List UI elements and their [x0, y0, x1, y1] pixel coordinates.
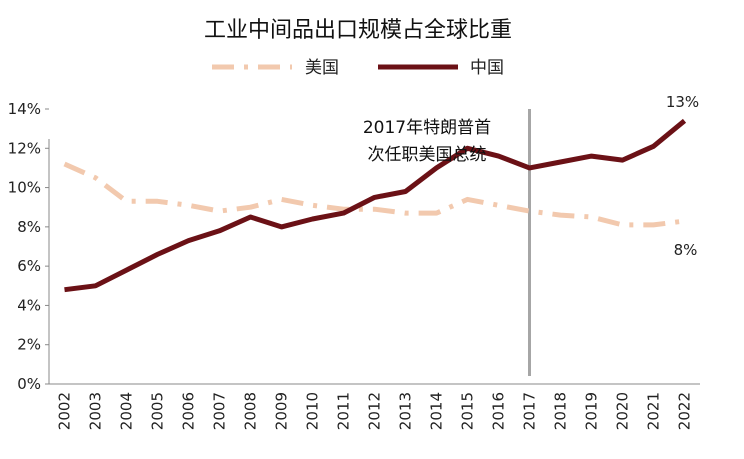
x-tick-label: 2010 — [304, 392, 322, 430]
x-tick-label: 2003 — [87, 392, 105, 430]
chart-title: 工业中间品出口规模占全球比重 — [204, 18, 512, 43]
data-label-china-2022: 13% — [666, 93, 699, 111]
y-tick-label: 2% — [17, 336, 41, 354]
x-tick-label: 2014 — [428, 392, 446, 430]
x-tick-label: 2009 — [273, 392, 291, 430]
y-tick-label: 0% — [17, 375, 41, 393]
x-tick-label: 2005 — [149, 392, 167, 430]
annotation-line-2: 次任职美国总统 — [368, 145, 487, 165]
y-tick-label: 12% — [8, 139, 41, 157]
x-tick-label: 2019 — [583, 392, 601, 430]
plot-area: 0% 2% 4% 6% 8% 10% 12% 14% 2002 2003 2004 2005 2006 2… — [8, 93, 700, 430]
x-tick-label: 2017 — [521, 392, 539, 430]
x-tick-label: 2007 — [211, 392, 229, 430]
x-tick-label: 2004 — [118, 392, 136, 430]
x-tick-label: 2015 — [459, 392, 477, 430]
x-tick-label: 2021 — [645, 392, 663, 430]
x-tick-label: 2002 — [56, 392, 74, 430]
y-tick-label: 8% — [17, 218, 41, 236]
x-tick-label: 2011 — [335, 392, 353, 430]
x-tick-label: 2013 — [397, 392, 415, 430]
series-line-china — [64, 118, 687, 293]
legend-label-us: 美国 — [305, 58, 339, 78]
y-tick-label: 10% — [8, 179, 41, 197]
x-tick-label: 2022 — [676, 392, 694, 430]
series-line-us — [63, 161, 685, 228]
x-tick-label: 2012 — [366, 392, 384, 430]
x-tick-label: 2016 — [490, 392, 508, 430]
x-tick-label: 2020 — [614, 392, 632, 430]
y-tick-label: 6% — [17, 257, 41, 275]
y-tick-label: 14% — [8, 100, 41, 118]
annotation-line-1: 2017年特朗普首 — [363, 118, 491, 138]
x-tick-label: 2006 — [180, 392, 198, 430]
legend: 美国 中国 — [212, 58, 504, 78]
data-label-us-2022: 8% — [674, 241, 698, 259]
legend-label-china: 中国 — [470, 58, 504, 78]
vline-annotation: 2017年特朗普首 次任职美国总统 — [363, 118, 491, 165]
y-tick-label: 4% — [17, 296, 41, 314]
x-tick-label: 2018 — [552, 392, 570, 430]
x-tick-label: 2008 — [242, 392, 260, 430]
